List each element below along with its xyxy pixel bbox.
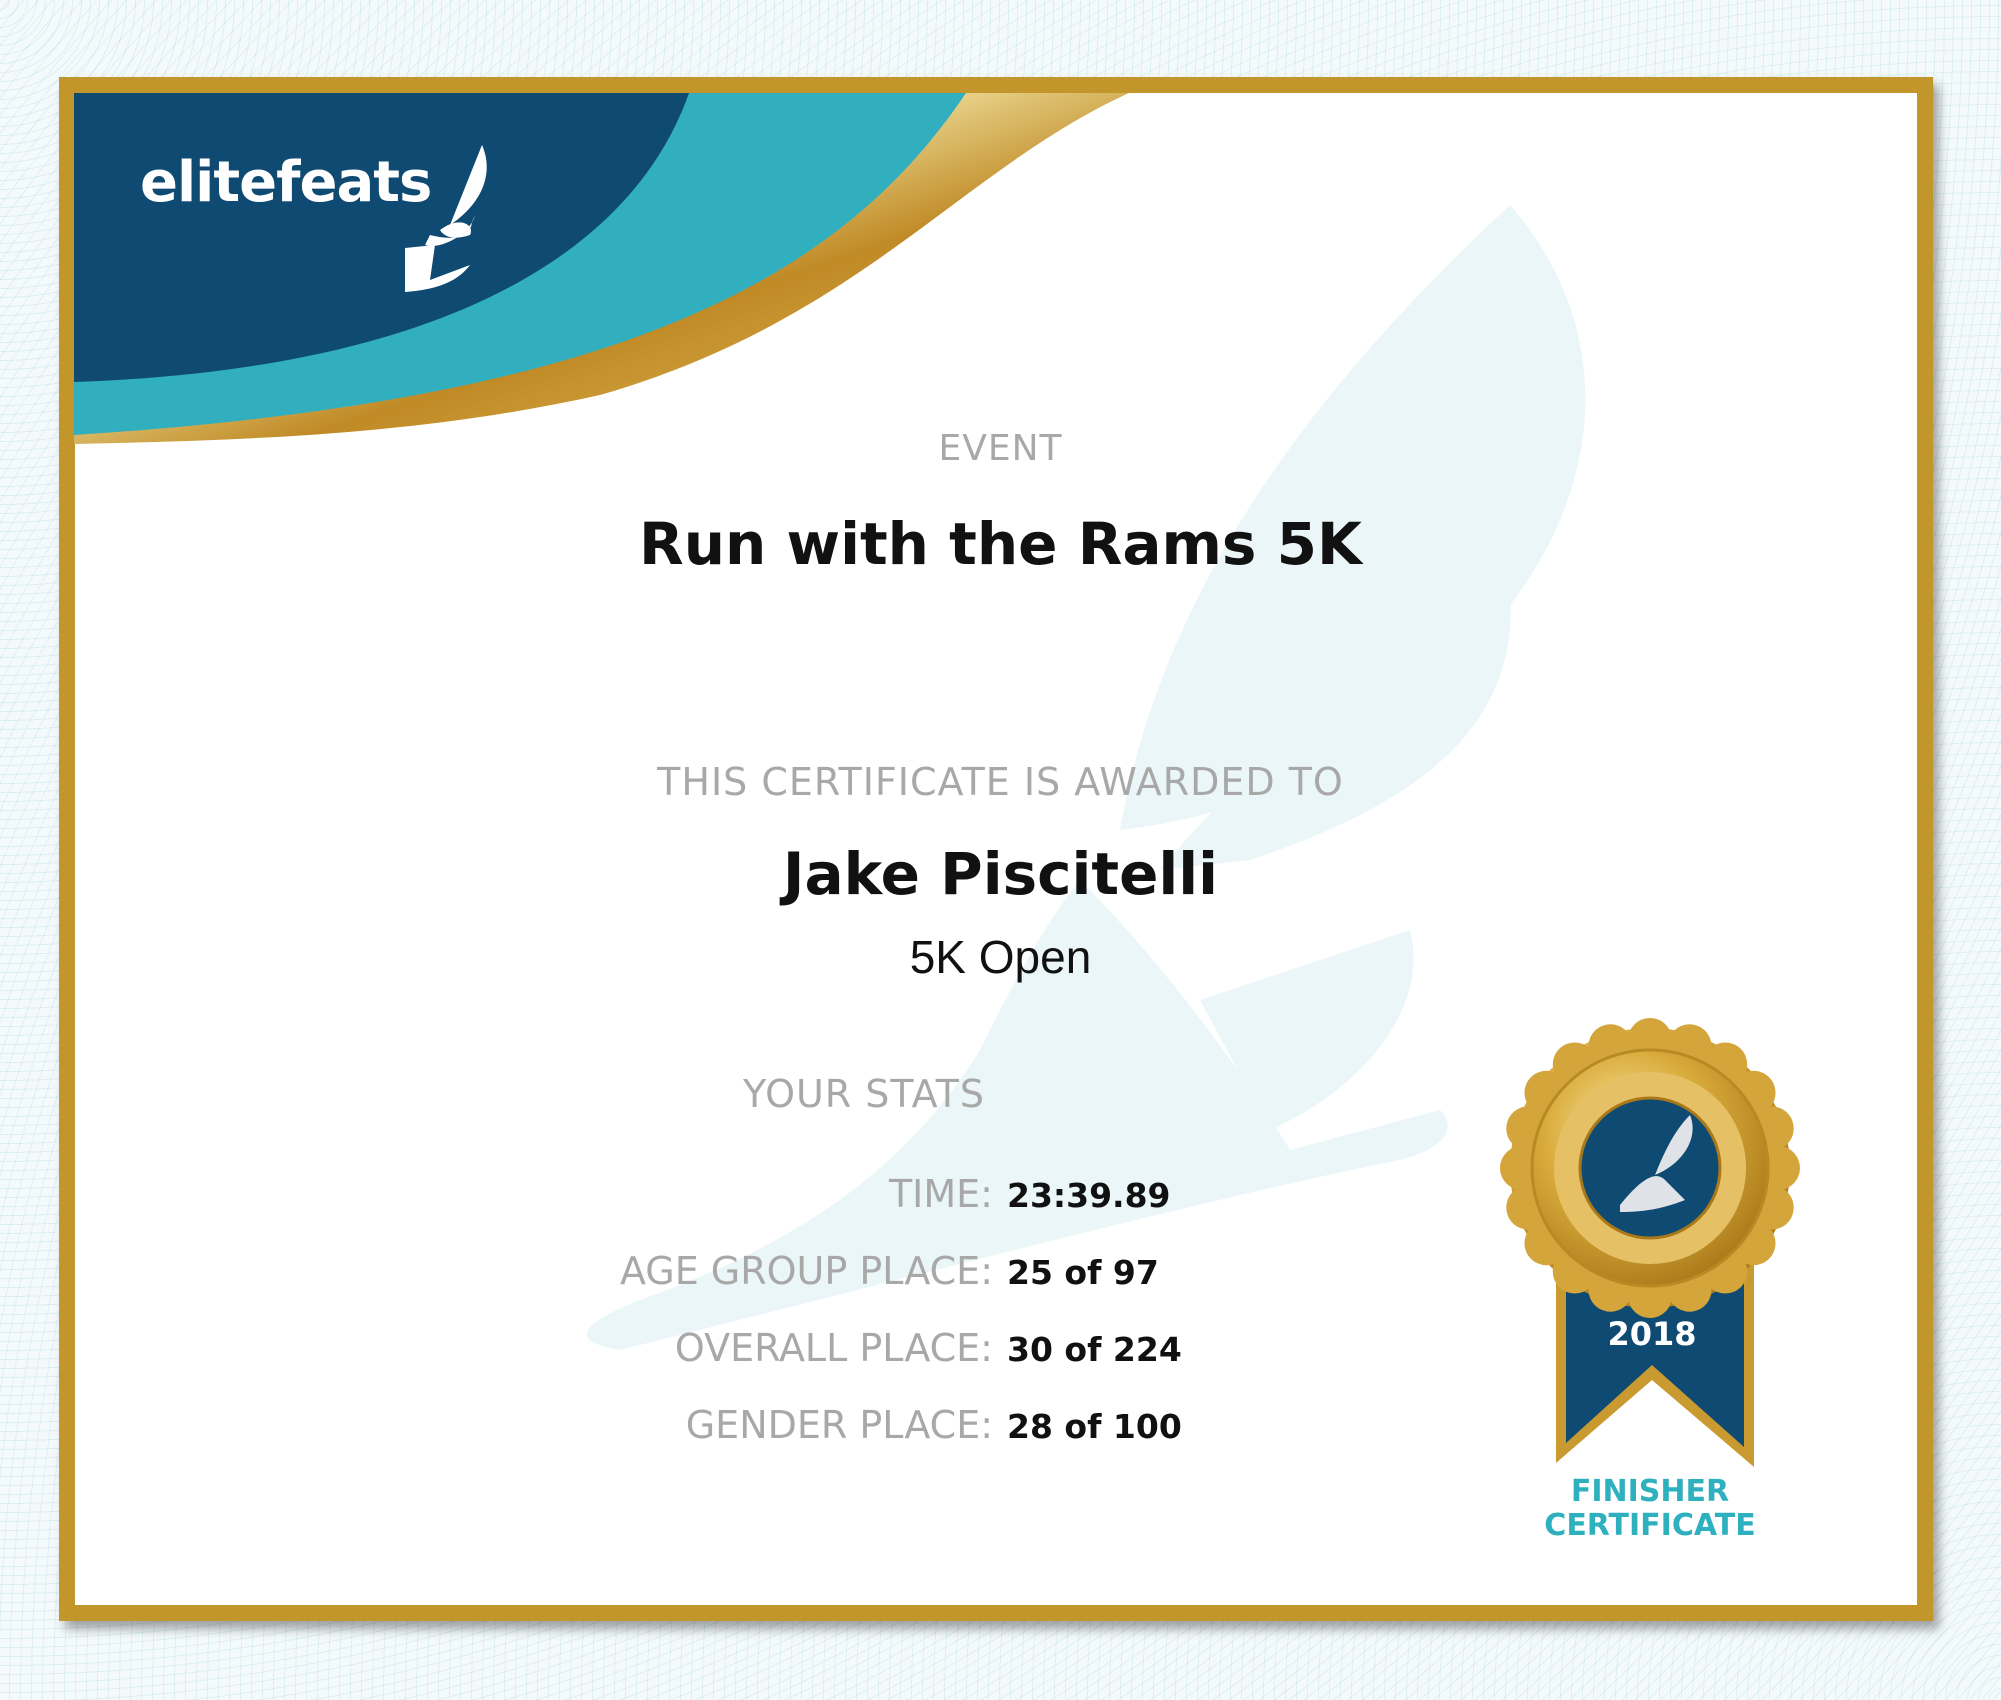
stats-heading: YOUR STATS bbox=[742, 1072, 986, 1116]
stat-value: 25 of 97 bbox=[1007, 1253, 1159, 1292]
medal-winged-foot-icon bbox=[1620, 1115, 1693, 1212]
stat-value: 23:39.89 bbox=[1007, 1176, 1171, 1215]
stat-value: 28 of 100 bbox=[1007, 1407, 1182, 1446]
recipient-name: Jake Piscitelli bbox=[782, 840, 1219, 908]
caption-line-2: CERTIFICATE bbox=[1544, 1508, 1756, 1543]
awarded-to-label: THIS CERTIFICATE IS AWARDED TO bbox=[657, 760, 1344, 804]
stat-time: TIME: 23:39.89 bbox=[0, 1172, 2001, 1222]
stat-label: GENDER PLACE: bbox=[685, 1403, 993, 1447]
elitefeats-logo: elitefeats bbox=[140, 150, 432, 215]
medal-year: 2018 bbox=[1607, 1315, 1697, 1353]
finisher-medal bbox=[1500, 1018, 1800, 1467]
division: 5K Open bbox=[909, 931, 1092, 983]
stat-label: AGE GROUP PLACE: bbox=[619, 1249, 993, 1293]
stat-overall-place: OVERALL PLACE: 30 of 224 bbox=[0, 1326, 2001, 1376]
stat-gender-place: GENDER PLACE: 28 of 100 bbox=[0, 1403, 2001, 1453]
stat-age-group-place: AGE GROUP PLACE: 25 of 97 bbox=[0, 1249, 2001, 1299]
stat-value: 30 of 224 bbox=[1007, 1330, 1182, 1369]
winged-foot-watermark-icon bbox=[586, 205, 1586, 1350]
stat-label: TIME: bbox=[888, 1172, 993, 1216]
event-name: Run with the Rams 5K bbox=[639, 510, 1362, 578]
finisher-certificate-caption: FINISHER CERTIFICATE bbox=[1500, 1475, 1800, 1543]
event-label: EVENT bbox=[938, 428, 1063, 469]
caption-line-1: FINISHER bbox=[1570, 1474, 1730, 1509]
logo-winged-foot-icon bbox=[405, 145, 487, 292]
stat-label: OVERALL PLACE: bbox=[674, 1326, 993, 1370]
